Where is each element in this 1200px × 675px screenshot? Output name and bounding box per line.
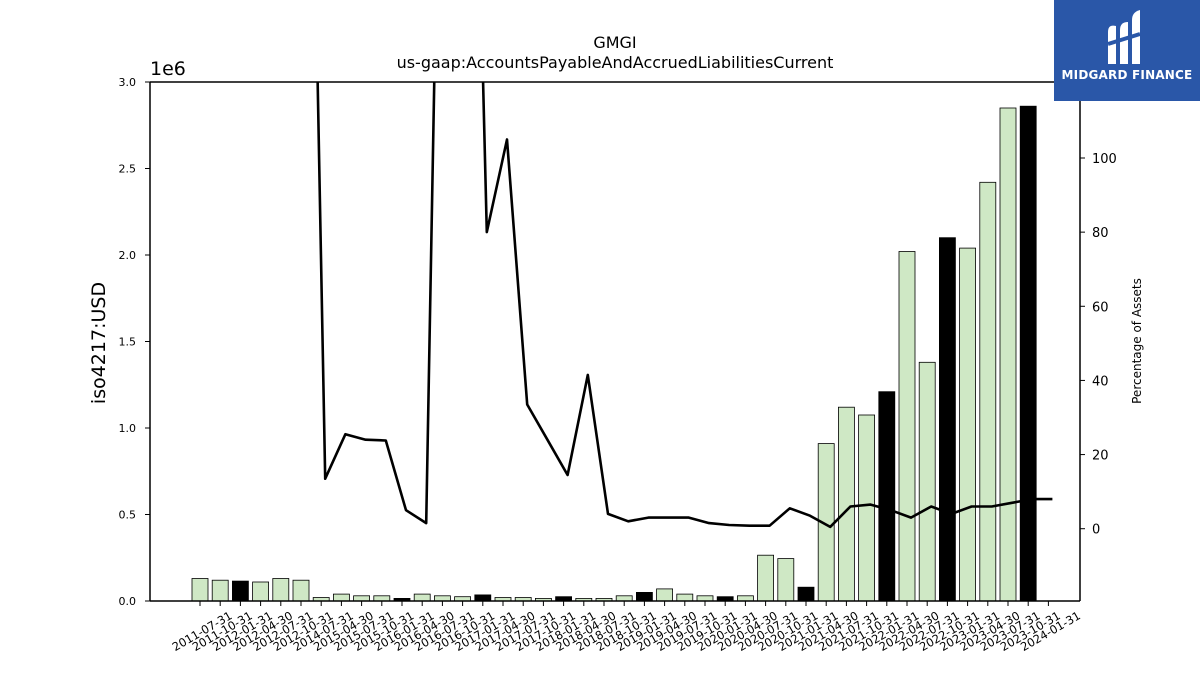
bar	[858, 414, 875, 602]
bar	[676, 593, 694, 602]
chart-subtitle: us-gaap:AccountsPayableAndAccruedLiabili…	[397, 53, 834, 72]
y-tick-label: 2.0	[119, 249, 137, 262]
bar	[252, 581, 270, 602]
bar	[757, 554, 774, 602]
bar	[918, 361, 936, 602]
bar	[433, 595, 451, 602]
logo-text: MIDGARD FINANCE	[1061, 68, 1193, 82]
y2-tick-label: 0	[1092, 523, 1100, 538]
bar	[878, 391, 896, 602]
bar	[272, 578, 290, 602]
bar	[615, 595, 633, 602]
y2-tick-label: 40	[1092, 374, 1109, 389]
percentage-line	[316, 82, 1053, 529]
y-tick-label: 0.5	[119, 509, 137, 522]
y-axis-label: iso4217:USD	[88, 282, 110, 404]
bar	[231, 580, 249, 602]
bar	[413, 593, 431, 602]
bar	[373, 595, 391, 602]
bar	[737, 595, 754, 602]
midgard-logo-icon	[1107, 10, 1141, 65]
bar	[353, 595, 371, 602]
bar	[656, 588, 673, 602]
bar	[898, 251, 916, 602]
bar	[939, 237, 956, 602]
bar	[696, 595, 714, 602]
bar	[999, 107, 1017, 602]
y-tick-label: 1.0	[119, 422, 137, 435]
y2-axis-label: Percentage of Assets	[1130, 278, 1144, 404]
y-offset-label: 1e6	[150, 58, 186, 80]
y2-tick-label: 80	[1092, 226, 1109, 241]
chart-title: GMGI	[593, 33, 636, 52]
y2-tick-label: 20	[1092, 449, 1109, 464]
bar	[292, 579, 310, 602]
bar	[979, 181, 997, 602]
bar	[959, 247, 976, 602]
bar	[211, 579, 229, 602]
bar	[191, 578, 209, 602]
y-tick-label: 1.5	[119, 336, 137, 349]
y2-tick-label: 100	[1092, 152, 1117, 167]
bar	[777, 558, 795, 602]
y2-tick-label: 60	[1092, 300, 1109, 315]
bar	[474, 594, 492, 602]
brand-logo: MIDGARD FINANCE	[1054, 0, 1200, 101]
bar	[332, 593, 350, 602]
bar	[797, 586, 815, 602]
y-tick-label: 2.5	[119, 163, 137, 176]
bar	[1019, 105, 1037, 602]
bar	[636, 592, 653, 602]
y-tick-label: 3.0	[119, 76, 137, 89]
y-tick-label: 0.0	[119, 595, 137, 608]
bar	[838, 406, 855, 602]
